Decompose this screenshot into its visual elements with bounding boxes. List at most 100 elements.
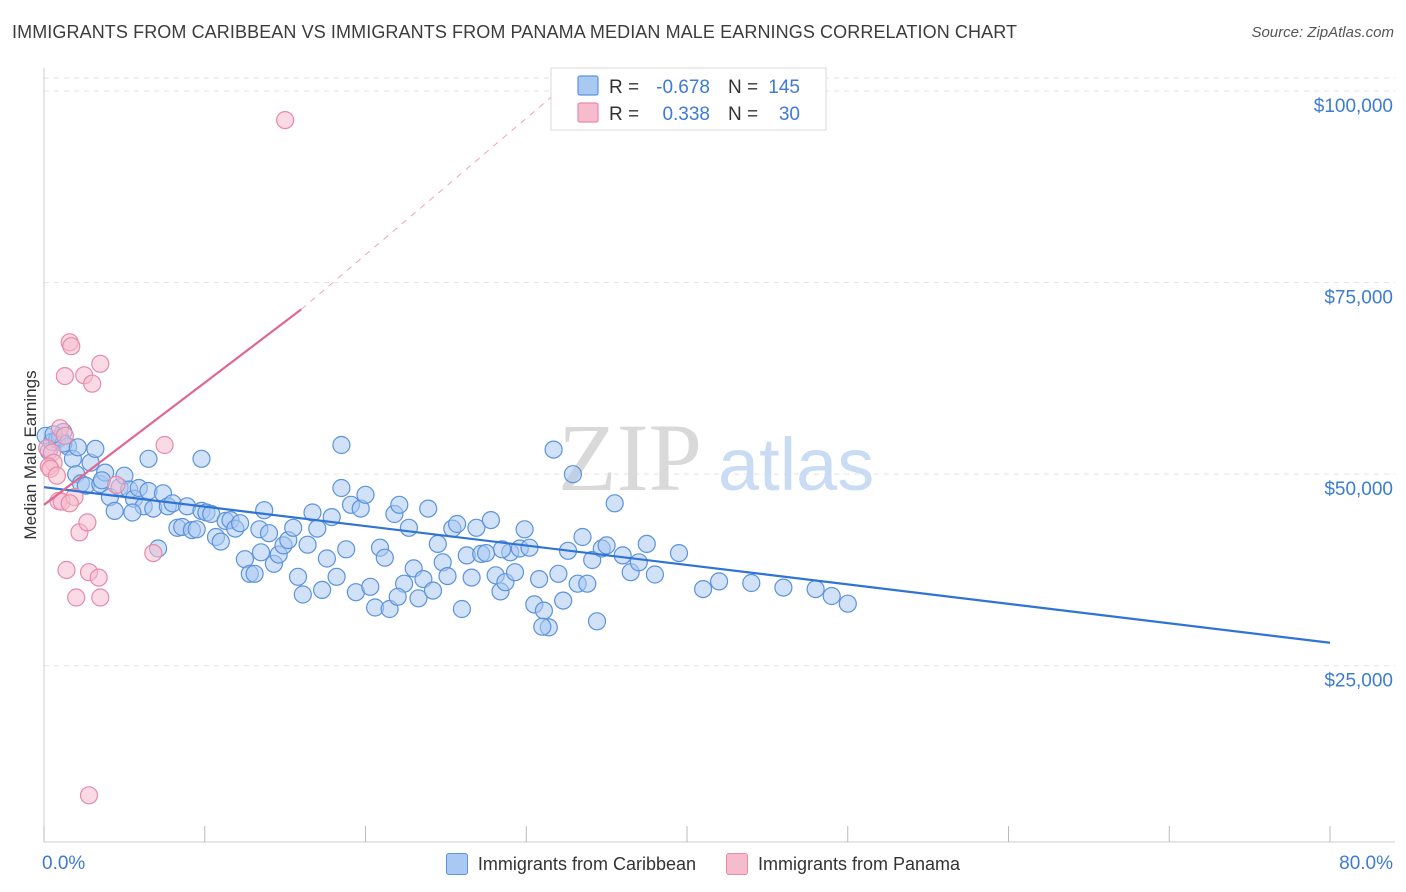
legend-swatch-caribbean	[445, 853, 468, 875]
caribbean-point	[774, 578, 793, 597]
panama-point	[55, 367, 75, 386]
caribbean-point	[515, 520, 534, 539]
stats-swatch-pink	[577, 102, 599, 123]
panama-point	[144, 543, 163, 563]
caribbean-point	[337, 540, 356, 559]
caribbean-trend-line	[43, 486, 1331, 644]
caribbean-point	[467, 518, 486, 537]
caribbean-point	[529, 569, 549, 589]
watermark-zip: ZIP	[558, 404, 702, 511]
caribbean-point	[578, 574, 597, 593]
caribbean-point	[327, 567, 346, 586]
stats-r-value-blue: -0.678	[656, 77, 710, 98]
caribbean-point	[605, 494, 624, 513]
panama-point	[78, 513, 97, 532]
caribbean-point	[308, 519, 327, 538]
caribbean-point	[554, 591, 573, 610]
panama-point	[60, 494, 79, 513]
stats-swatch-blue	[577, 75, 599, 96]
caribbean-point	[288, 567, 308, 586]
panama-point	[55, 426, 75, 445]
caribbean-point	[806, 579, 825, 599]
series-legend: Immigrants from Caribbean Immigrants fro…	[0, 850, 1406, 878]
panama-point	[107, 475, 126, 494]
caribbean-point	[493, 540, 512, 559]
y-tick-label: $50,000	[1324, 479, 1393, 500]
caribbean-point	[86, 439, 105, 458]
stats-r-label-blue: R =	[609, 77, 639, 98]
caribbean-point	[139, 449, 158, 468]
x-tick-label-min: 0.0%	[42, 853, 85, 874]
caribbean-point	[448, 514, 467, 534]
caribbean-point	[192, 449, 211, 468]
stats-n-value-pink: 30	[779, 104, 800, 125]
panama-point	[57, 560, 76, 580]
caribbean-point	[573, 527, 592, 547]
caribbean-point	[423, 581, 443, 600]
legend-item-caribbean: Immigrants from Caribbean	[445, 853, 696, 875]
stats-n-value-blue: 145	[768, 77, 800, 98]
source-credit: Source: ZipAtlas.com	[1251, 24, 1394, 41]
caribbean-point	[505, 563, 525, 582]
panama-point	[62, 337, 81, 356]
caribbean-point	[332, 435, 351, 455]
caribbean-point	[838, 594, 857, 613]
stats-r-label-pink: R =	[609, 104, 639, 125]
legend-label-caribbean: Immigrants from Caribbean	[477, 853, 696, 874]
caribbean-point	[361, 577, 380, 596]
caribbean-point	[477, 543, 496, 563]
y-tick-label: $75,000	[1324, 288, 1393, 309]
watermark: ZIP atlas	[558, 404, 874, 511]
panama-point	[47, 466, 67, 485]
caribbean-point	[375, 548, 394, 567]
panama-point	[91, 588, 110, 607]
panama-point	[79, 786, 99, 805]
panama-point	[83, 374, 102, 393]
caribbean-point	[419, 499, 438, 518]
caribbean-point	[645, 565, 665, 584]
caribbean-point	[313, 580, 332, 600]
caribbean-point	[742, 573, 761, 593]
stats-r-value-pink: 0.338	[662, 104, 710, 125]
caribbean-point	[187, 520, 206, 539]
axis-layer: $25,000 $50,000 $75,000 $100,000 0.0% 80.0%	[42, 68, 1395, 874]
panama-point	[276, 110, 295, 130]
caribbean-point	[255, 501, 274, 520]
caribbean-point	[317, 549, 336, 568]
caribbean-point	[284, 518, 303, 537]
caribbean-point	[428, 534, 447, 554]
caribbean-point	[231, 514, 250, 533]
caribbean-point	[68, 438, 87, 457]
watermark-atlas: atlas	[718, 423, 874, 506]
caribbean-point	[409, 589, 428, 608]
caribbean-point	[293, 585, 312, 604]
trend-layer	[43, 90, 1331, 644]
panama-point	[67, 588, 86, 607]
caribbean-point	[534, 601, 554, 620]
caribbean-point	[245, 564, 264, 583]
stats-n-label-pink: N =	[728, 104, 758, 125]
caribbean-point	[388, 587, 407, 606]
y-axis-title: Median Male Earnings	[21, 370, 40, 539]
caribbean-point	[399, 518, 418, 537]
panama-trend-line-extension	[300, 90, 559, 310]
y-tick-label: $100,000	[1314, 96, 1393, 117]
caribbean-point	[438, 566, 457, 586]
caribbean-point	[693, 579, 713, 599]
caribbean-point	[587, 612, 607, 631]
caribbean-point	[481, 510, 500, 530]
caribbean-point	[544, 440, 563, 459]
panama-point	[91, 354, 110, 373]
chart-title: IMMIGRANTS FROM CARIBBEAN VS IMMIGRANTS …	[12, 22, 1018, 42]
caribbean-point	[669, 543, 689, 563]
caribbean-point	[709, 572, 729, 591]
caribbean-point	[533, 617, 552, 636]
caribbean-point	[462, 568, 481, 587]
legend-item-panama: Immigrants from Panama	[726, 853, 960, 875]
caribbean-point	[298, 535, 317, 554]
panama-trend-line	[43, 308, 302, 506]
caribbean-point	[563, 465, 583, 484]
caribbean-point	[549, 564, 568, 583]
caribbean-point	[123, 503, 142, 522]
